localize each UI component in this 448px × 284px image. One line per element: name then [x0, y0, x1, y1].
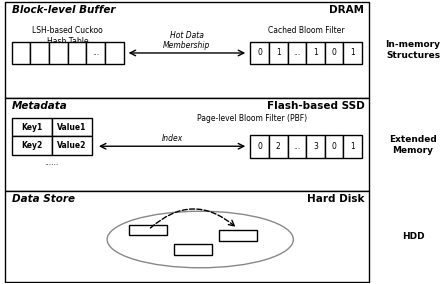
Bar: [288, 42, 306, 64]
Text: Key1: Key1: [21, 123, 43, 132]
Text: ...: ...: [92, 49, 99, 57]
Bar: [12, 42, 30, 64]
Bar: [250, 135, 269, 158]
Text: 3: 3: [313, 142, 318, 151]
Text: Page-level Bloom Filter (PBF): Page-level Bloom Filter (PBF): [197, 114, 307, 123]
Bar: [219, 230, 257, 241]
Text: Value2: Value2: [57, 141, 86, 150]
Text: 0: 0: [257, 142, 262, 151]
Bar: [250, 42, 269, 64]
Bar: [306, 42, 325, 64]
Text: Block-level Buffer: Block-level Buffer: [12, 5, 115, 15]
Bar: [5, 2, 369, 98]
Text: In-memory
Structures: In-memory Structures: [386, 40, 440, 60]
Bar: [325, 42, 344, 64]
Text: Data Store: Data Store: [12, 194, 75, 204]
Bar: [5, 191, 369, 282]
Text: Metadata: Metadata: [12, 101, 68, 111]
Text: Hard Disk: Hard Disk: [307, 194, 364, 204]
Text: 2: 2: [276, 142, 280, 151]
Text: ......: ......: [44, 158, 59, 166]
Bar: [344, 42, 362, 64]
Ellipse shape: [107, 211, 293, 268]
Text: 1: 1: [350, 49, 355, 57]
Bar: [68, 42, 86, 64]
Text: Extended
Memory: Extended Memory: [389, 135, 437, 154]
Text: Key2: Key2: [21, 141, 43, 150]
Text: ...: ...: [293, 49, 301, 57]
Bar: [306, 135, 325, 158]
Text: 1: 1: [276, 49, 280, 57]
Text: 1: 1: [350, 142, 355, 151]
Bar: [52, 118, 91, 136]
Text: 0: 0: [332, 49, 336, 57]
Text: HDD: HDD: [402, 232, 424, 241]
Bar: [5, 98, 369, 191]
Bar: [30, 42, 49, 64]
Text: LSH-based Cuckoo
Hash Table: LSH-based Cuckoo Hash Table: [32, 26, 103, 45]
Bar: [325, 135, 344, 158]
Text: Hot Data
Membership: Hot Data Membership: [163, 31, 211, 50]
Bar: [49, 42, 68, 64]
Bar: [129, 225, 167, 235]
Bar: [344, 135, 362, 158]
Bar: [52, 136, 91, 155]
Text: 1: 1: [313, 49, 318, 57]
Bar: [269, 135, 288, 158]
Text: 0: 0: [332, 142, 336, 151]
Bar: [174, 244, 212, 255]
Bar: [269, 42, 288, 64]
Bar: [105, 42, 124, 64]
Text: Value1: Value1: [57, 123, 86, 132]
Text: Index: Index: [161, 134, 183, 143]
Bar: [288, 135, 306, 158]
Text: DRAM: DRAM: [329, 5, 364, 15]
Text: Flash-based SSD: Flash-based SSD: [267, 101, 364, 111]
Bar: [12, 136, 52, 155]
Bar: [86, 42, 105, 64]
Text: Cached Bloom Filter: Cached Bloom Filter: [268, 26, 345, 35]
Text: ...: ...: [293, 142, 301, 151]
Text: 0: 0: [257, 49, 262, 57]
Bar: [12, 118, 52, 136]
